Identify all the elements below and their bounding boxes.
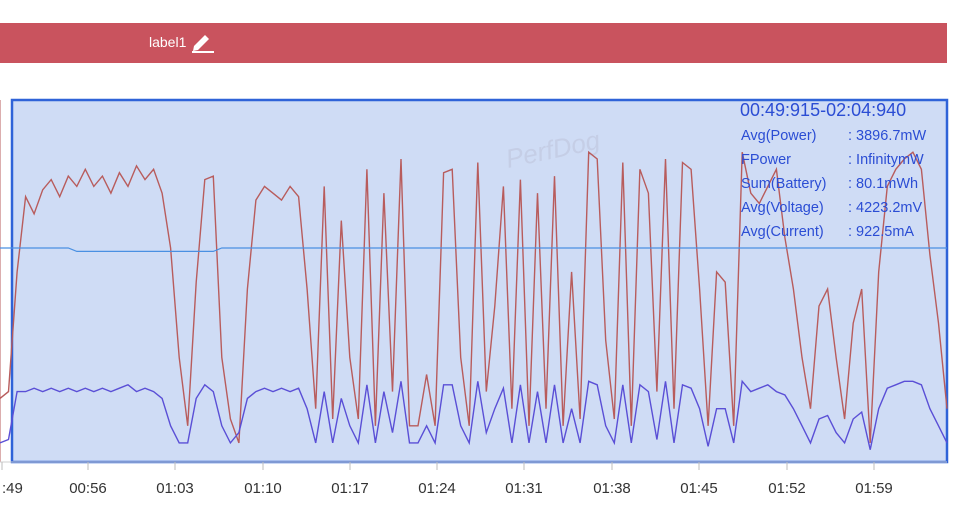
stat-value: : 80.1mWh <box>848 176 918 192</box>
series-line-2 <box>0 379 948 450</box>
stat-value: : 922.5mA <box>848 224 914 240</box>
x-tick-label: 01:10 <box>244 480 282 497</box>
stat-label: Avg(Current) <box>741 224 824 240</box>
x-tick-label: 01:24 <box>418 480 456 497</box>
x-tick-label: 01:03 <box>156 480 194 497</box>
stat-value: : 4223.2mV <box>848 200 922 216</box>
label-bar: label1 <box>0 23 947 63</box>
stat-label: Sum(Battery) <box>741 176 826 192</box>
stat-label: Avg(Power) <box>741 128 816 144</box>
series-line-3 <box>0 247 947 252</box>
x-tick-label: 01:52 <box>768 480 806 497</box>
x-tick-label: :49 <box>2 480 23 497</box>
x-tick-label: 01:45 <box>680 480 718 497</box>
x-axis-ticks: :49 00:56 01:03 01:10 01:17 01:24 01:31 01:38 01… <box>1 462 893 497</box>
label-name: label1 <box>149 34 187 50</box>
series-line-1 <box>0 150 948 444</box>
stat-value: : InfinitymW <box>848 152 924 168</box>
x-tick-label: 01:31 <box>505 480 543 497</box>
time-range: 00:49:915-02:04:940 <box>740 100 906 120</box>
series-layer <box>0 150 948 450</box>
x-tick-label: 01:38 <box>593 480 631 497</box>
chart-area <box>10 98 949 464</box>
stats-panel: Avg(Power) : 3896.7mW FPower : InfinitymW Su… <box>741 128 926 240</box>
stat-label: FPower <box>741 152 791 168</box>
stat-value: : 3896.7mW <box>848 128 926 144</box>
x-tick-label: 01:59 <box>855 480 893 497</box>
x-tick-label: 01:17 <box>331 480 369 497</box>
stat-label: Avg(Voltage) <box>741 200 824 216</box>
pencil-edit-icon[interactable] <box>190 31 214 53</box>
x-tick-label: 00:56 <box>69 480 107 497</box>
